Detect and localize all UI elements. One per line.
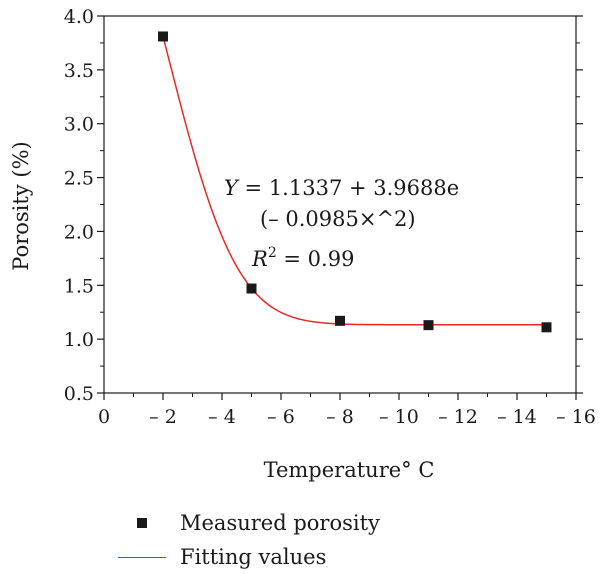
equation-line-2: (– 0.0985×^2) <box>260 207 416 231</box>
x-axis-title: Temperature° C <box>264 458 435 482</box>
plot-frame <box>103 15 577 394</box>
data-point <box>335 315 345 326</box>
data-point <box>541 322 552 333</box>
y-tick-label: 1.0 <box>64 329 94 351</box>
data-point <box>158 31 168 42</box>
y-tick-label: 0.5 <box>64 383 94 405</box>
legend-item-measured: Measured porosity <box>118 506 380 540</box>
x-tick-label: 0 <box>98 406 110 428</box>
x-tick-label: – 14 <box>497 406 537 428</box>
y-tick-label: 1.5 <box>64 275 94 297</box>
x-axis-ticks: 0 – 2 – 4 – 6 – 8 – 10 – 12 – 14 – 16 <box>98 393 596 428</box>
x-tick-label: – 6 <box>267 406 295 428</box>
y-axis-title: Porosity (%) <box>9 141 33 270</box>
square-marker-icon <box>137 518 147 528</box>
r-squared-label: R2 = 0.99 <box>251 245 354 271</box>
data-point <box>423 320 434 331</box>
x-tick-label: – 10 <box>379 406 419 428</box>
y-tick-label: 2.0 <box>64 221 94 243</box>
equation-line-1: Y = 1.1337 + 3.9688e <box>224 176 459 200</box>
y-axis-ticks: 0.5 1.0 1.5 2.0 2.5 3.0 3.5 4.0 <box>64 6 583 405</box>
x-tick-label: – 16 <box>556 406 596 428</box>
legend: Measured porosity Fitting values <box>118 506 380 574</box>
x-tick-label: – 8 <box>326 406 354 428</box>
y-tick-label: 4.0 <box>64 6 94 28</box>
measured-points <box>158 31 552 333</box>
x-tick-label: – 12 <box>438 406 478 428</box>
fitting-curve <box>162 36 547 326</box>
y-tick-label: 2.5 <box>64 168 94 190</box>
x-tick-label: – 4 <box>208 406 236 428</box>
legend-item-fitting: Fitting values <box>118 540 380 574</box>
y-tick-label: 3.0 <box>64 114 94 136</box>
data-point <box>246 283 257 294</box>
y-tick-label: 3.5 <box>64 60 94 82</box>
x-tick-label: – 2 <box>149 406 177 428</box>
legend-label-fitting: Fitting values <box>180 545 327 569</box>
porosity-chart: 0.5 1.0 1.5 2.0 2.5 3.0 3.5 4.0 0 – 2 – 4 – 6 – 8 – … <box>9 6 596 482</box>
legend-label-measured: Measured porosity <box>180 511 380 535</box>
red-line-icon <box>118 556 166 558</box>
